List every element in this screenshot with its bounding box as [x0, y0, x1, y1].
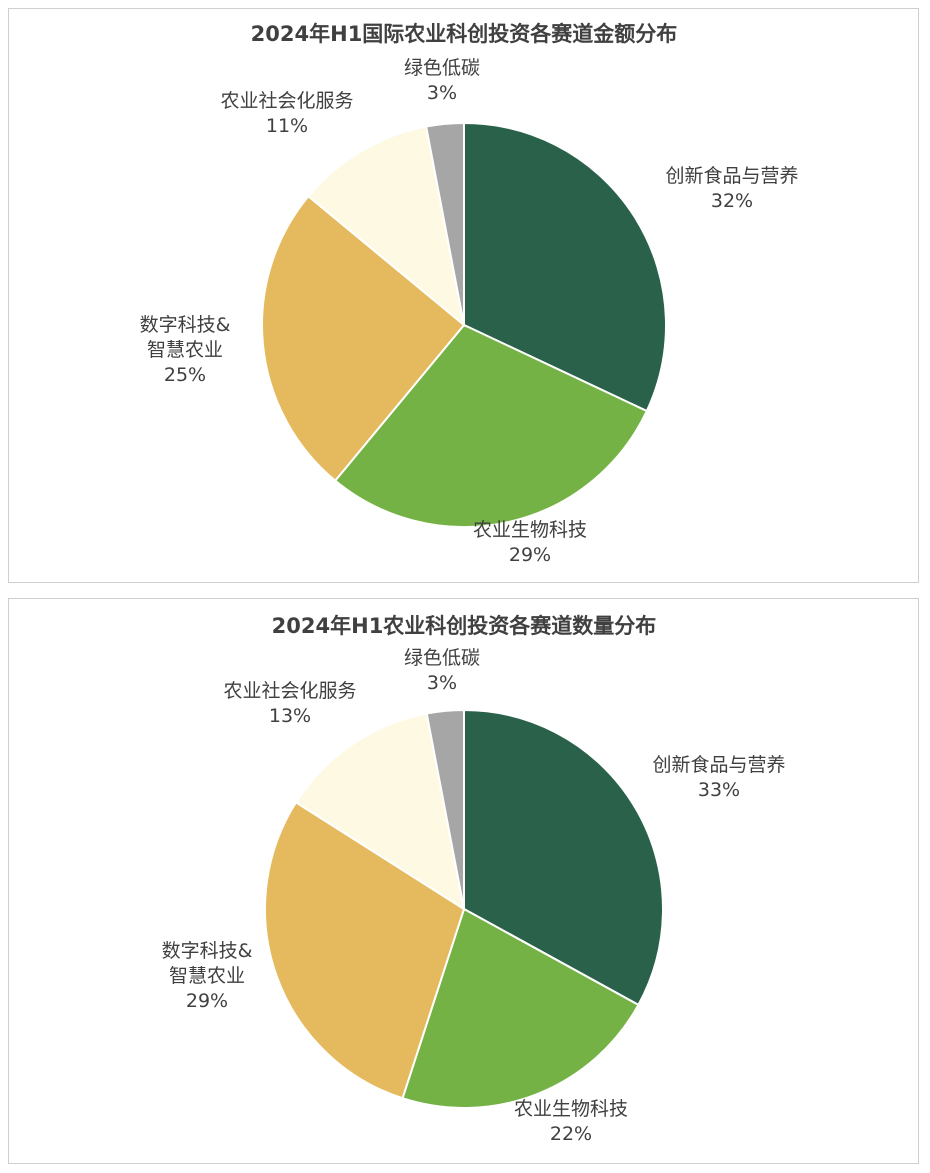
chart-title: 2024年H1农业科创投资各赛道数量分布 [272, 614, 657, 638]
pie-chart-count: 2024年H1农业科创投资各赛道数量分布 创新食品与营养 33% 农业生物科技 22%… [162, 614, 786, 1145]
slice-label-digital-smart-agri: 数字科技&智慧农业 29% [162, 940, 253, 1012]
pie-slices [261, 121, 667, 528]
slice-label-agri-biotech: 农业生物科技 29% [473, 519, 587, 566]
chart-panel-amount: 2024年H1国际农业科创投资各赛道金额分布 创新食品与营养 32% 农业生物科技 2… [8, 8, 919, 583]
pie-slice-agri-biotech [333, 323, 649, 528]
slice-label-agri-services: 农业社会化服务 13% [223, 680, 356, 727]
chart-panel-count: 2024年H1农业科创投资各赛道数量分布 创新食品与营养 33% 农业生物科技 22%… [8, 598, 919, 1164]
slice-label-green-low-carbon: 绿色低碳 3% [404, 57, 480, 104]
slice-label-innovative-food: 创新食品与营养 32% [665, 165, 798, 212]
chart-title: 2024年H1国际农业科创投资各赛道金额分布 [251, 22, 678, 46]
pie-slice-green-low-carbon [425, 708, 465, 910]
pie-slice-digital-smart-agri [264, 800, 466, 1100]
slice-label-innovative-food: 创新食品与营养 33% [652, 754, 785, 801]
pie-slice-agri-services [294, 712, 466, 912]
pie-slice-innovative-food [463, 708, 664, 1007]
pie-labels: 创新食品与营养 33% 农业生物科技 22% 数字科技&智慧农业 29% 农业社会化服务 13… [162, 647, 786, 1145]
slice-label-agri-services: 农业社会化服务 11% [220, 90, 353, 137]
pie-slice-digital-smart-agri [261, 194, 466, 483]
slice-label-green-low-carbon: 绿色低碳 3% [404, 647, 480, 694]
pie-slice-agri-services [306, 125, 466, 328]
pie-slices [264, 708, 664, 1109]
slice-label-agri-biotech: 农业生物科技 22% [514, 1098, 628, 1145]
pie-slice-agri-biotech [401, 907, 640, 1109]
slice-label-digital-smart-agri: 数字科技&智慧农业 25% [140, 314, 231, 386]
pie-slice-innovative-food [463, 121, 667, 413]
pie-slice-green-low-carbon [424, 121, 465, 326]
pie-labels: 创新食品与营养 32% 农业生物科技 29% 数字科技&智慧农业 25% 农业社会化服务 11… [140, 57, 799, 566]
pie-chart-amount: 2024年H1国际农业科创投资各赛道金额分布 创新食品与营养 32% 农业生物科技 2… [140, 22, 799, 566]
